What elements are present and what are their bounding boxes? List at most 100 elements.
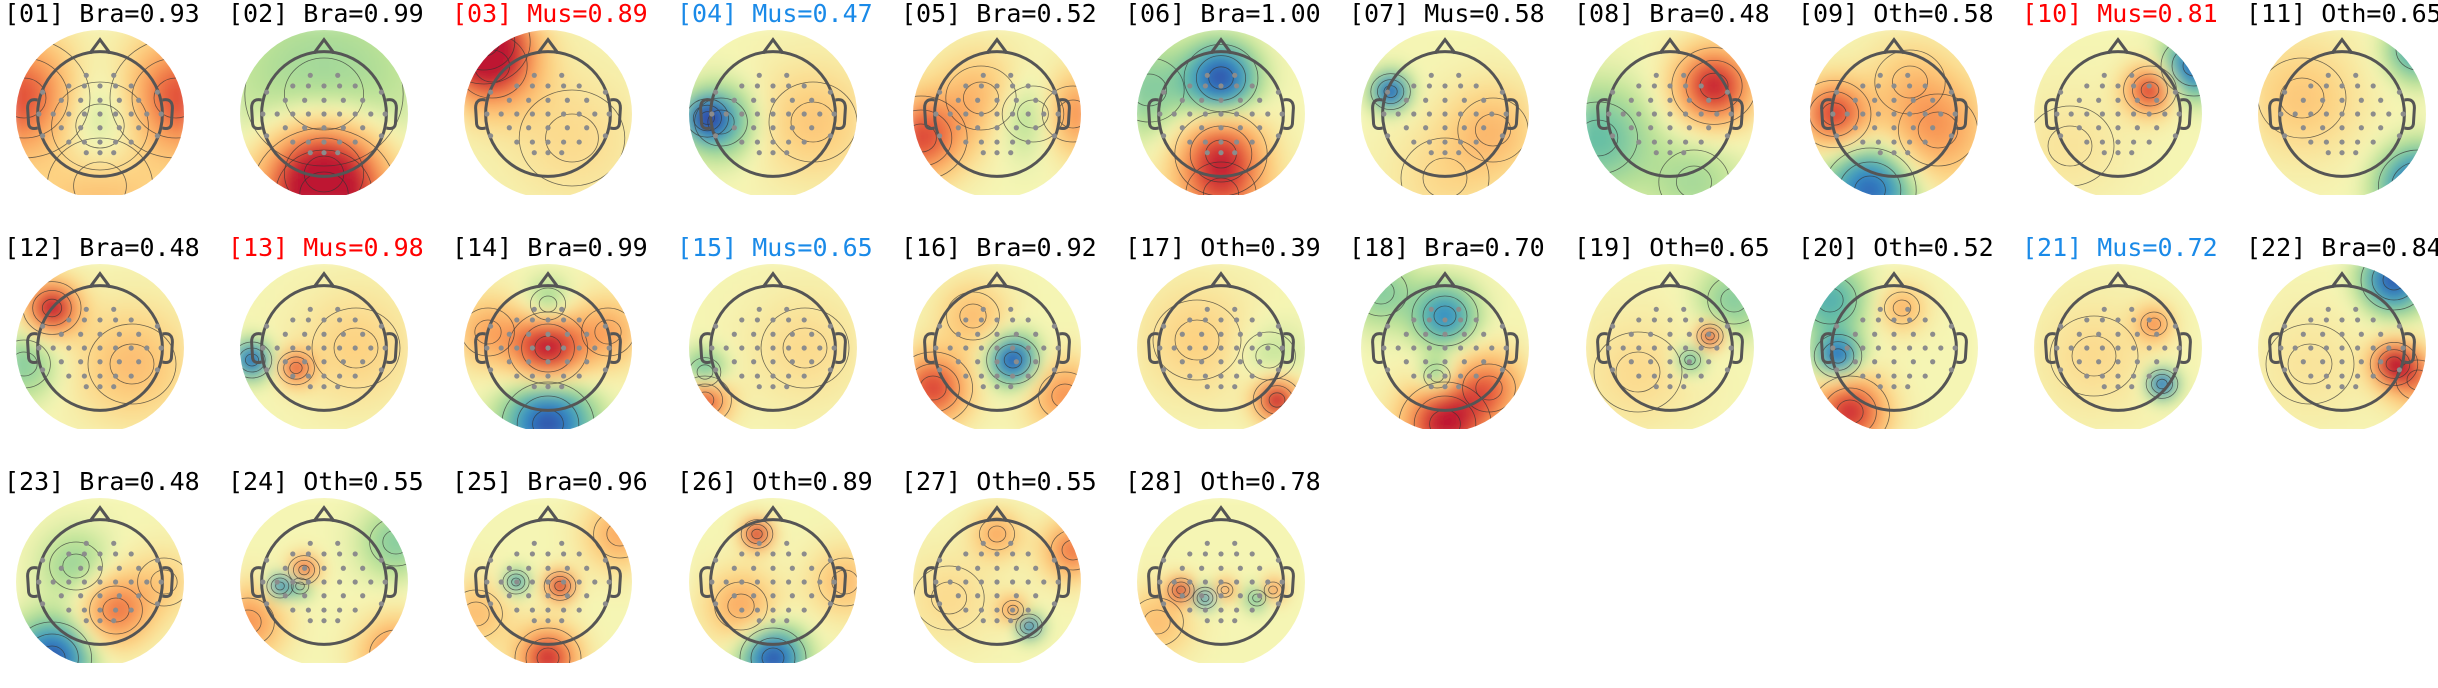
electrode — [2135, 332, 2140, 337]
electrode — [1953, 111, 1958, 116]
component-label: [01] Bra=0.93 — [4, 0, 200, 28]
electrode — [1010, 373, 1015, 378]
electrode — [1872, 98, 1877, 103]
electrode — [981, 150, 986, 155]
electrode — [36, 345, 41, 350]
electrode — [1232, 150, 1237, 155]
electrode — [1205, 384, 1210, 389]
electrode — [1930, 98, 1935, 103]
electrode — [302, 125, 307, 130]
electrode — [2324, 345, 2329, 350]
electrode — [111, 150, 116, 155]
component-18: [18] Bra=0.70 — [1347, 234, 1573, 454]
component-label: [13] Mus=0.98 — [228, 234, 424, 262]
electrode — [1052, 558, 1057, 563]
electrode — [994, 373, 999, 378]
electrode — [1905, 384, 1910, 389]
electrode — [817, 345, 822, 350]
electrode — [1276, 558, 1281, 563]
electrode — [713, 601, 718, 606]
electrode — [755, 139, 760, 144]
electrode — [545, 566, 550, 571]
electrode — [770, 332, 775, 337]
electrode — [751, 359, 756, 364]
electrode — [129, 345, 134, 350]
topomap-19 — [1580, 264, 1760, 429]
electrode — [290, 551, 295, 556]
electrode — [1041, 111, 1046, 116]
electrode — [1500, 90, 1505, 95]
electrode — [1725, 133, 1730, 138]
electrode — [1845, 345, 1850, 350]
electrode — [308, 541, 313, 546]
electrode — [1411, 83, 1416, 88]
electrode — [1411, 345, 1416, 350]
electrode — [1234, 345, 1239, 350]
electrode — [1161, 558, 1166, 563]
electrode — [2324, 111, 2329, 116]
electrode — [757, 150, 762, 155]
electrode — [565, 332, 570, 337]
electrode — [784, 541, 789, 546]
electrode — [66, 373, 71, 378]
electrode — [136, 593, 141, 598]
electrode — [111, 73, 116, 78]
electrode — [97, 83, 102, 88]
electrode — [770, 111, 775, 116]
electrode — [1891, 139, 1896, 144]
electrode — [484, 345, 489, 350]
electrode — [2077, 125, 2082, 130]
electrode — [1442, 332, 1447, 337]
electrode — [1203, 345, 1208, 350]
electrode — [59, 98, 64, 103]
electrode — [2054, 111, 2059, 116]
electrode — [1010, 111, 1015, 116]
topomap-05 — [907, 30, 1087, 195]
electrode — [1218, 579, 1223, 584]
electrode — [40, 558, 45, 563]
electrode — [1232, 618, 1237, 623]
electrode — [1683, 373, 1688, 378]
electrode — [1907, 373, 1912, 378]
electrode — [97, 150, 102, 155]
electrode — [559, 618, 564, 623]
electrode — [283, 359, 288, 364]
electrode — [1276, 601, 1281, 606]
electrode — [1699, 111, 1704, 116]
electrode — [2326, 73, 2331, 78]
electrode — [341, 566, 346, 571]
electrode — [1218, 98, 1223, 103]
electrode — [302, 332, 307, 337]
electrode — [1442, 83, 1447, 88]
electrode — [1411, 111, 1416, 116]
electrode — [514, 139, 519, 144]
electrode — [1458, 111, 1463, 116]
electrode — [584, 332, 589, 337]
electrode — [1725, 367, 1730, 372]
electrode — [739, 83, 744, 88]
electrode — [559, 150, 564, 155]
electrode — [1014, 332, 1019, 337]
electrode — [1462, 332, 1467, 337]
electrode — [1033, 332, 1038, 337]
electrode — [963, 139, 968, 144]
electrode — [2371, 345, 2376, 350]
electrode — [530, 111, 535, 116]
component-11: [11] Oth=0.65 — [2244, 0, 2438, 220]
electrode — [1891, 345, 1896, 350]
electrode — [1489, 111, 1494, 116]
electrode — [1265, 579, 1270, 584]
electrode — [1385, 367, 1390, 372]
electrode — [1834, 324, 1839, 329]
topomap-13 — [234, 264, 414, 429]
electrode — [264, 601, 269, 606]
electrode — [2147, 139, 2152, 144]
electrode — [2320, 125, 2325, 130]
electrode — [155, 601, 160, 606]
electrode — [1172, 345, 1177, 350]
electrode — [561, 111, 566, 116]
topomap-26 — [683, 498, 863, 663]
electrode — [290, 317, 295, 322]
electrode — [1860, 83, 1865, 88]
electrode — [1187, 607, 1192, 612]
